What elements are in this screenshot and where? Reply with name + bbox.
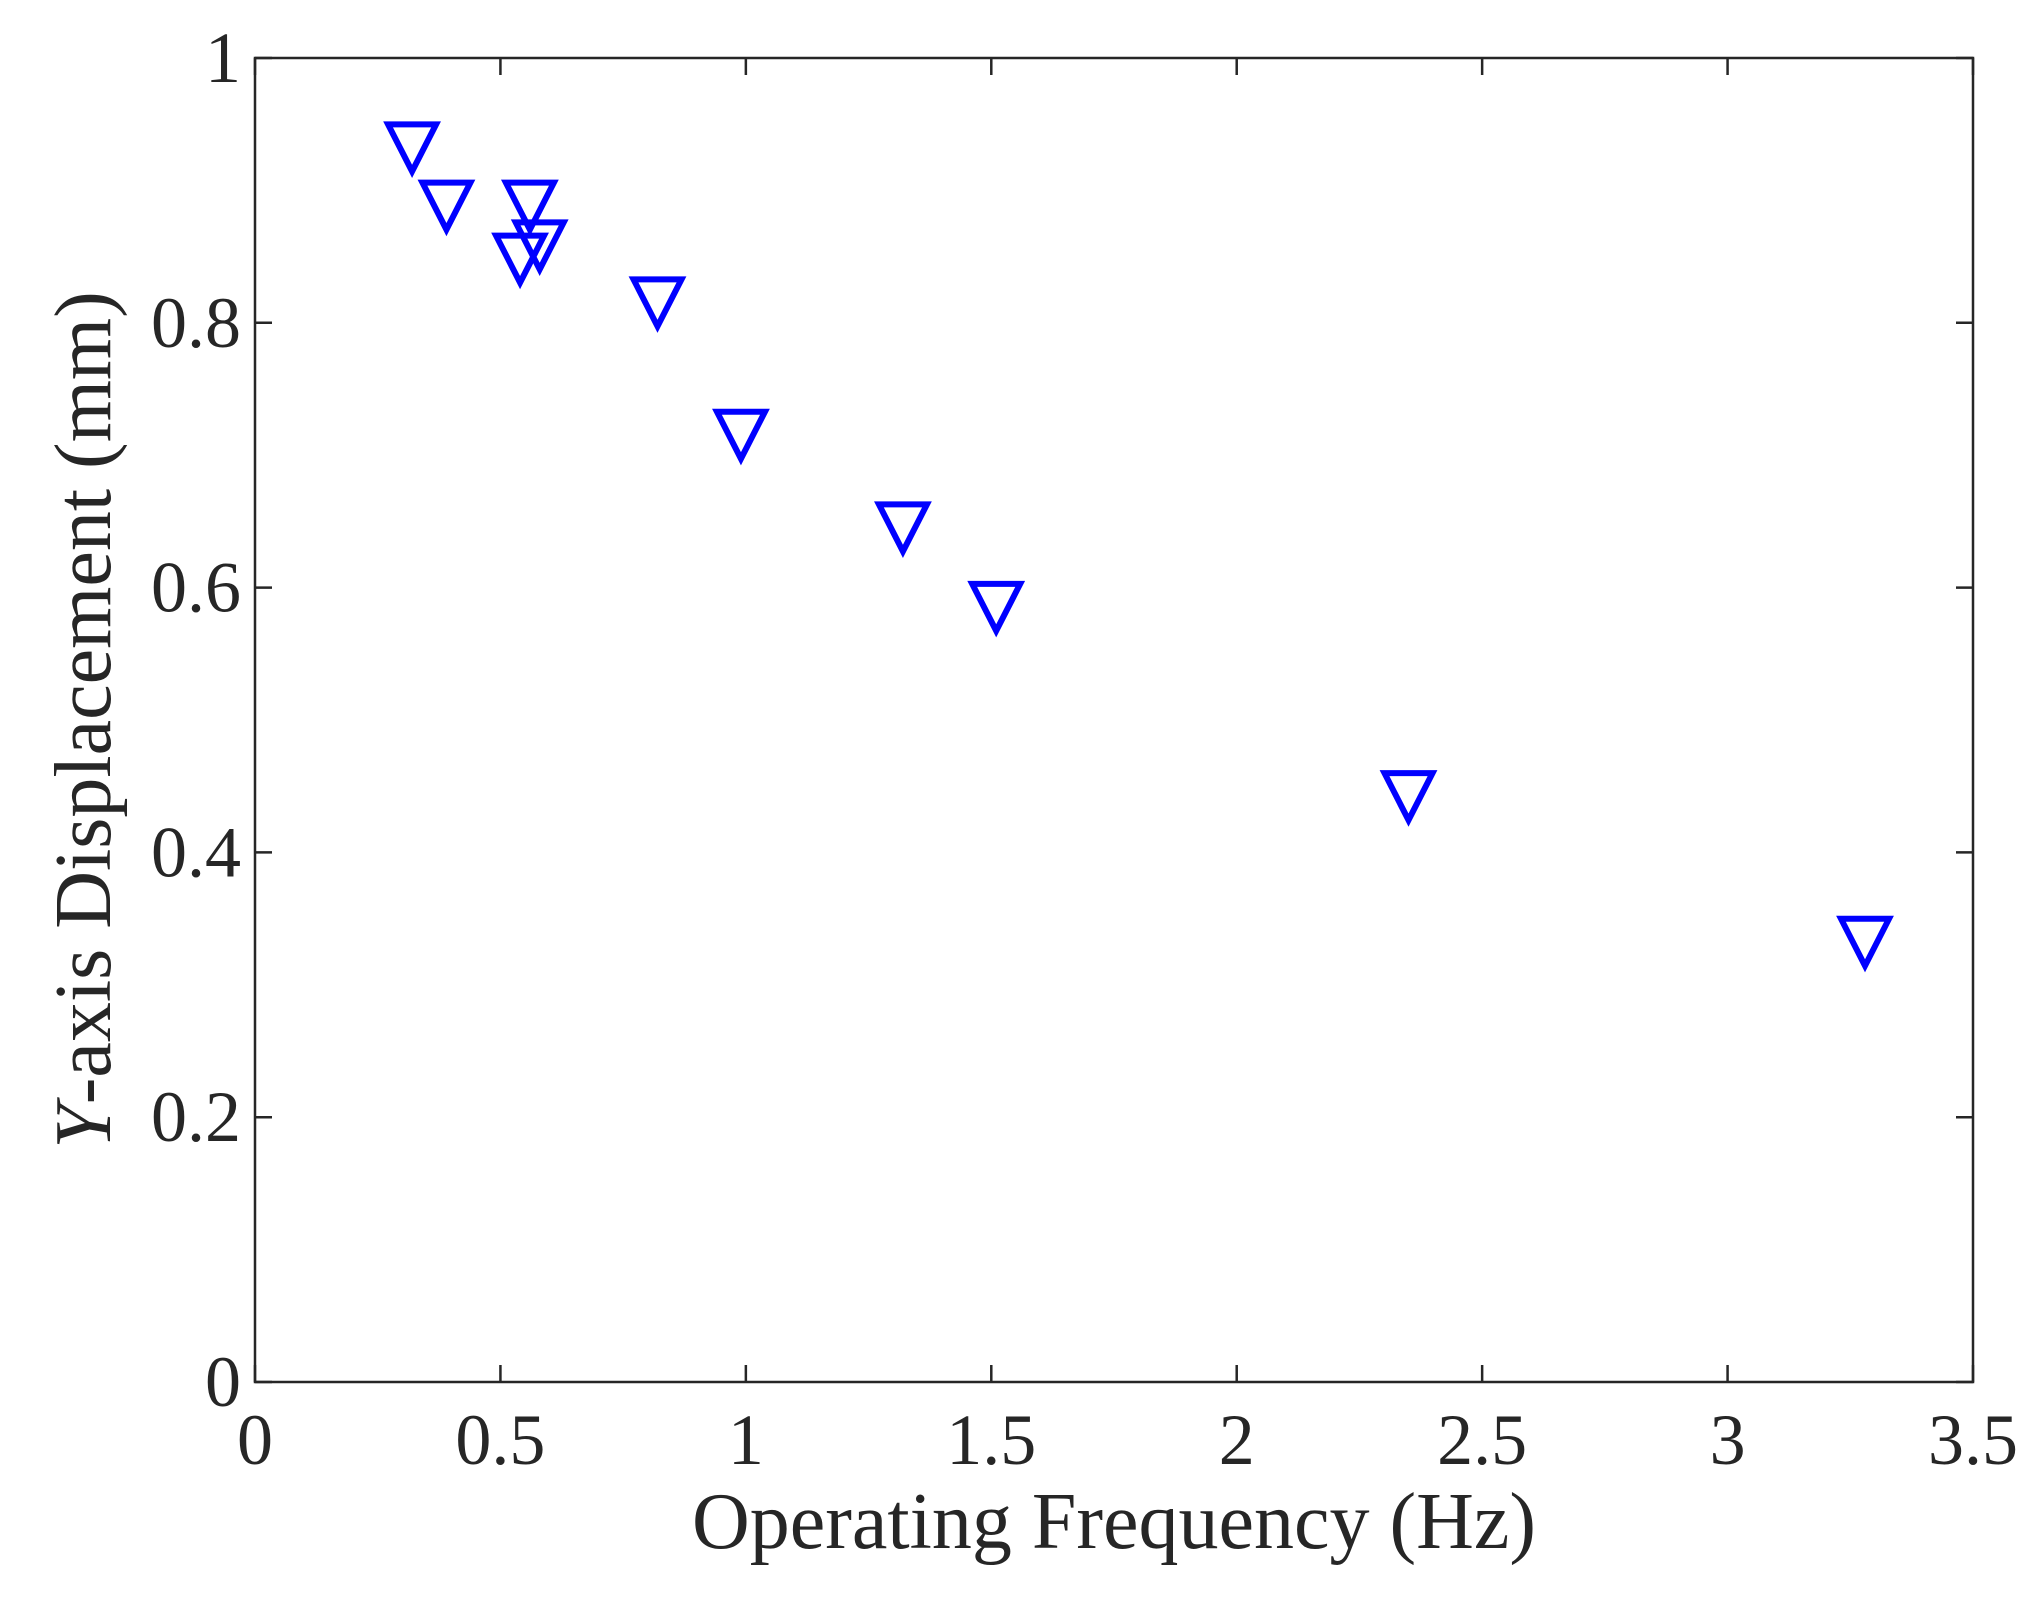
x-tick-label: 0	[237, 1400, 273, 1480]
data-point	[628, 276, 687, 333]
x-tick-label: 1	[728, 1400, 764, 1480]
y-axis-label: Y-axis Displacement (mm)	[40, 291, 128, 1149]
data-point	[383, 121, 441, 179]
x-tick-label: 2	[1219, 1400, 1255, 1480]
y-tick-label: 0.8	[151, 283, 241, 363]
y-tick-label: 0	[205, 1342, 241, 1422]
x-tick-label: 3	[1710, 1400, 1746, 1480]
plot-frame	[253, 56, 1975, 1384]
data-point	[500, 179, 559, 237]
axis-ticks	[253, 56, 1975, 1384]
data-point	[1836, 915, 1894, 973]
x-tick-label: 0.5	[455, 1400, 545, 1480]
plot-area	[253, 56, 1975, 1384]
y-tick-label: 1	[205, 18, 241, 98]
x-tick-label: 2.5	[1437, 1400, 1527, 1480]
data-markers	[383, 121, 1894, 973]
data-point	[874, 501, 932, 558]
y-tick-label: 0.6	[151, 548, 241, 628]
x-axis-label: Operating Frequency (Hz)	[692, 1478, 1536, 1566]
data-point	[712, 408, 770, 466]
data-point	[417, 179, 476, 237]
x-tick-label: 1.5	[946, 1400, 1036, 1480]
y-axis-label-italic: Y	[40, 1097, 128, 1149]
y-tick-label: 0.4	[151, 812, 241, 892]
data-point	[1379, 770, 1438, 827]
data-point	[510, 219, 569, 276]
tick-labels: 0 0.5 1 1.5 2 2.5 3 3.5 0 0.2 0.4 0.6 0.8 1	[151, 18, 2018, 1480]
data-point	[967, 580, 1026, 638]
y-tick-label: 0.2	[151, 1077, 241, 1157]
x-tick-label: 3.5	[1928, 1400, 2018, 1480]
y-axis-label-rest: -axis Displacement (mm)	[40, 291, 128, 1104]
